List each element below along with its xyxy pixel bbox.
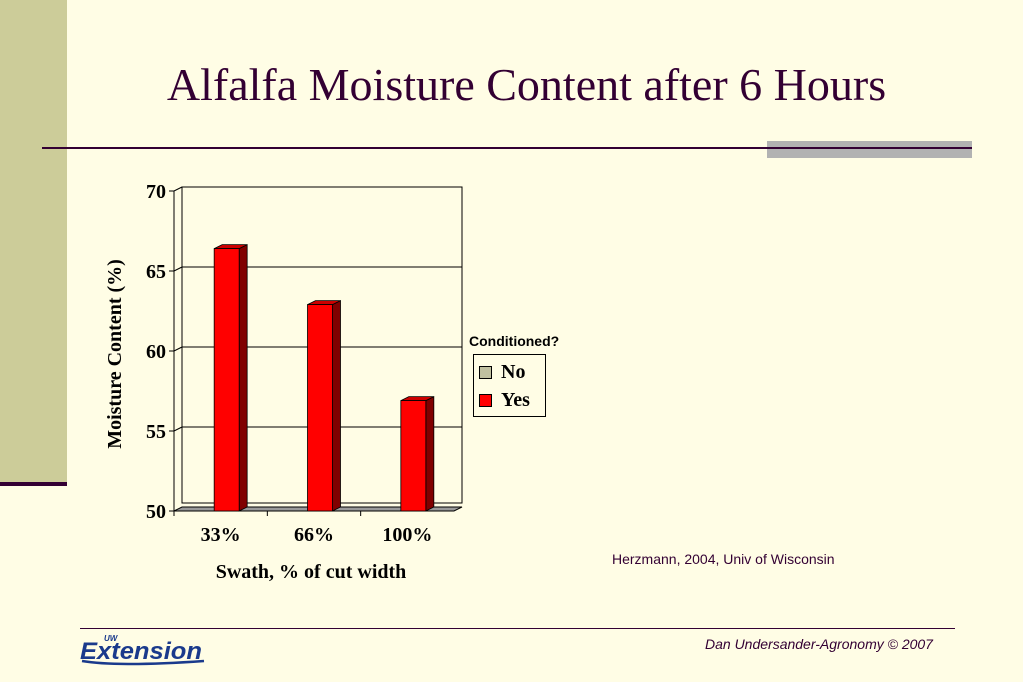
gridline-diagonal: [173, 426, 183, 432]
bar-yes-2: [307, 304, 333, 512]
gridline-diagonal: [173, 186, 183, 192]
left-decor-strip: [0, 0, 67, 484]
chart-legend: No Yes: [473, 354, 546, 417]
legend-label-no: No: [501, 360, 526, 383]
chart-bars: [213, 243, 435, 512]
title-accent-line: [767, 147, 972, 149]
x-tick-label: 33%: [201, 524, 241, 546]
x-tick-label: 66%: [294, 524, 334, 546]
bar-side: [332, 299, 341, 512]
title-accent-bar: [767, 141, 972, 158]
left-decor-line: [0, 482, 67, 486]
slide-title: Alfalfa Moisture Content after 6 Hours: [166, 59, 887, 110]
bar-side: [238, 243, 248, 512]
svg-text:Extension: Extension: [80, 638, 202, 665]
y-tick-label: 55: [146, 421, 166, 443]
legend-label-yes: Yes: [501, 388, 530, 411]
y-tick-label: 70: [146, 181, 166, 203]
y-tick-label: 50: [146, 501, 166, 523]
footer-credit: Dan Undersander-Agronomy © 2007: [705, 636, 933, 652]
bar-yes-3: [400, 400, 427, 512]
y-tick-label: 60: [146, 341, 166, 363]
chart-tick-labels: 50 55 60 65 70 33% 66% 100%: [146, 181, 432, 546]
y-tick-label: 65: [146, 261, 166, 283]
gridline-diagonal: [173, 266, 183, 272]
title-rule: [42, 147, 972, 149]
bar-yes-1: [213, 248, 240, 512]
legend-title: Conditioned?: [469, 333, 560, 349]
gridline-diagonal: [173, 346, 183, 352]
legend-item-no: No: [479, 360, 525, 384]
svg-text:UW: UW: [104, 634, 119, 643]
bar-side: [425, 395, 435, 512]
footer-rule: [80, 628, 955, 629]
legend-item-yes: Yes: [479, 388, 530, 412]
source-citation: Herzmann, 2004, Univ of Wisconsin: [612, 551, 835, 567]
legend-swatch-no: [479, 365, 492, 379]
x-axis-label: Swath, % of cut width: [216, 561, 407, 583]
legend-swatch-yes: [479, 393, 492, 407]
x-tick-label: 100%: [382, 524, 432, 546]
uw-extension-logo: UW Extension: [80, 634, 205, 666]
y-axis-label: Moisture Content (%): [104, 259, 126, 449]
